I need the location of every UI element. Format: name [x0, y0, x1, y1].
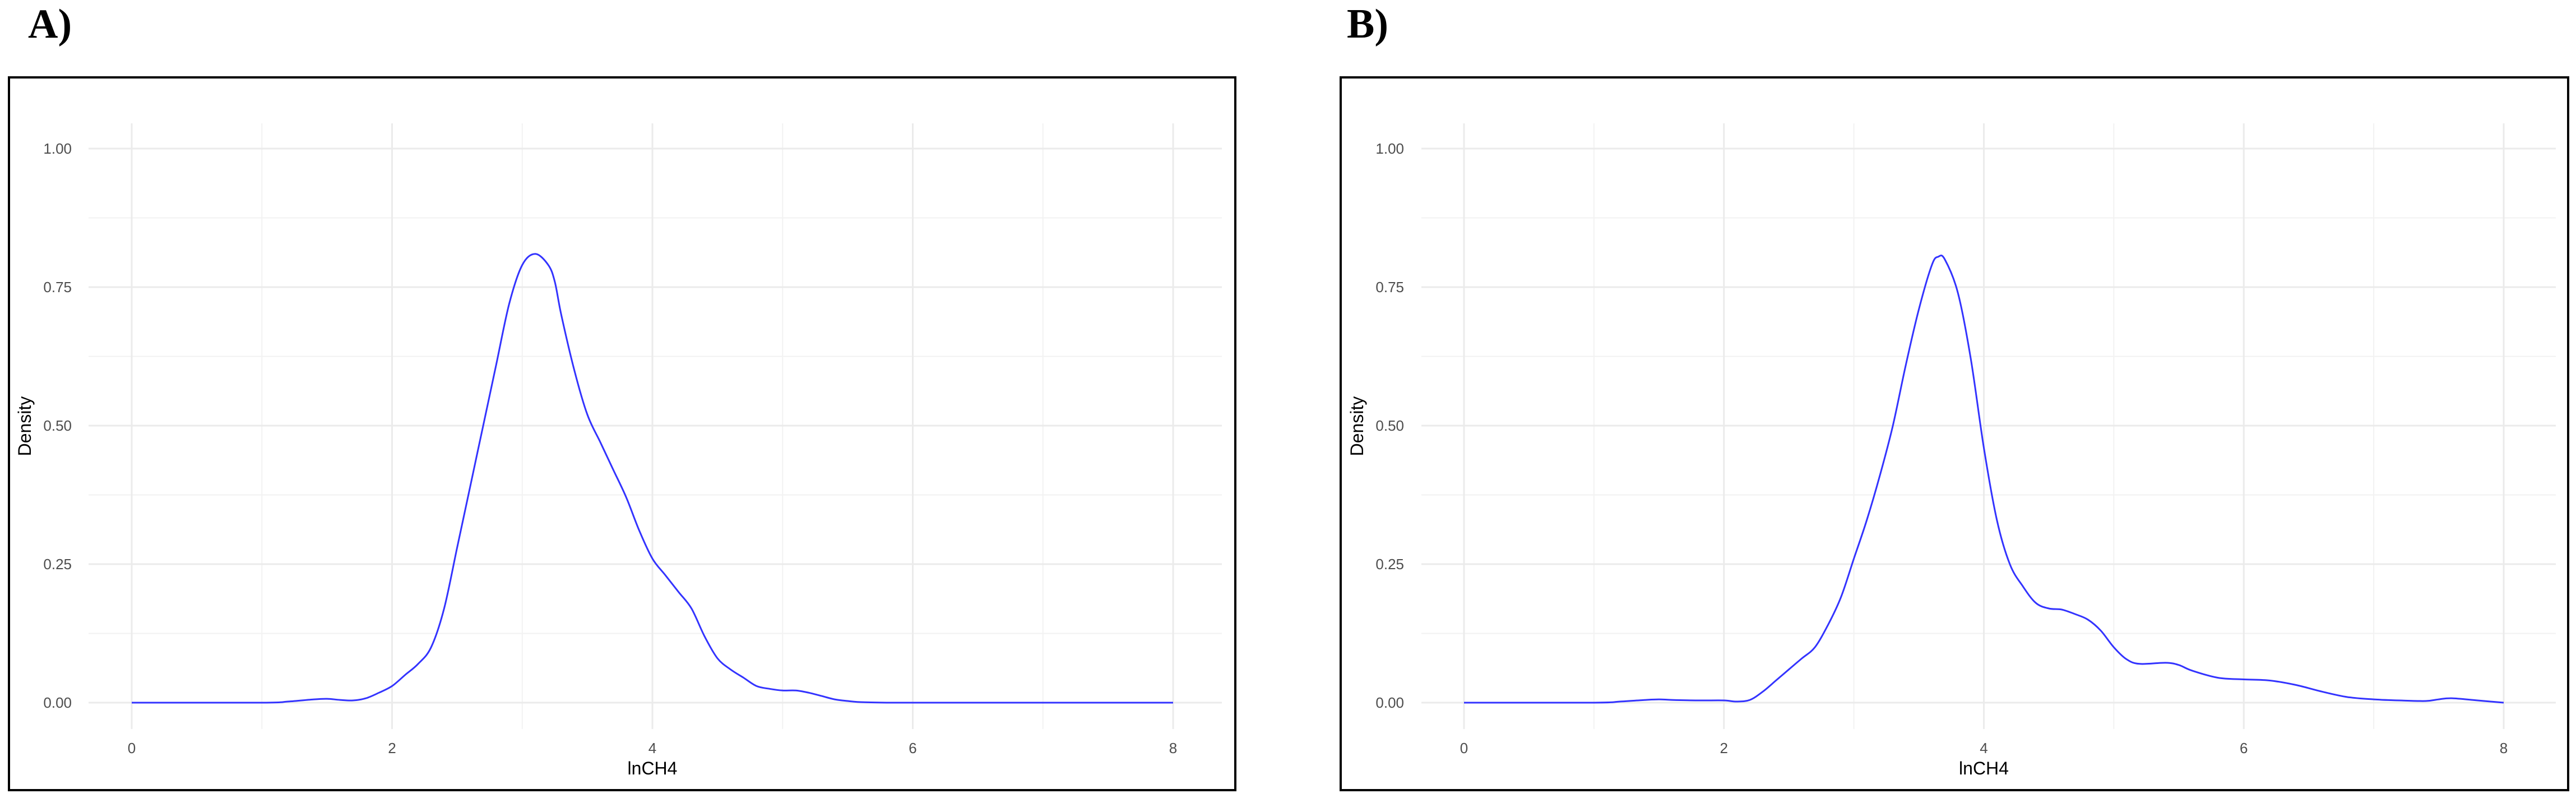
y-tick-label: 0.75	[1375, 279, 1404, 296]
y-tick-label: 0.25	[43, 556, 72, 573]
y-tick-label: 0.25	[1375, 556, 1404, 573]
x-tick-label: 4	[648, 740, 656, 757]
x-tick-label: 2	[1720, 740, 1728, 757]
y-axis-title: Density	[1347, 396, 1367, 456]
panel-label-a: A)	[28, 1, 72, 47]
x-tick-label: 2	[388, 740, 396, 757]
y-tick-label: 1.00	[43, 140, 72, 157]
chart-panel-a	[8, 76, 1236, 791]
y-tick-label: 0.75	[43, 279, 72, 296]
x-axis-title: lnCH4	[628, 758, 678, 778]
x-tick-label: 6	[2240, 740, 2248, 757]
x-tick-label: 4	[1980, 740, 1987, 757]
x-axis-title: lnCH4	[1959, 758, 2009, 778]
y-tick-label: 0.00	[43, 694, 72, 711]
y-tick-label: 0.00	[1375, 694, 1404, 711]
x-tick-label: 8	[1169, 740, 1177, 757]
panel-label-b: B)	[1347, 1, 1388, 47]
density-line	[131, 253, 1173, 704]
y-tick-label: 1.00	[1375, 140, 1404, 157]
chart-b: 0 2 4 6 8 0.00 0.25 0.50 0.75 1.00 lnCH4 Density	[1347, 123, 2556, 778]
y-tick-label: 0.50	[43, 417, 72, 434]
x-tick-label: 8	[2500, 740, 2508, 757]
x-tick-label: 6	[909, 740, 916, 757]
y-axis-title: Density	[15, 396, 35, 456]
y-tick-label: 0.50	[1375, 417, 1404, 434]
x-tick-label: 0	[128, 740, 136, 757]
chart-a: 0 2 4 6 8 0.00 0.25 0.50 0.75 1.00 lnCH4 Density	[15, 123, 1222, 778]
chart-panel-b	[1340, 76, 2569, 791]
density-line	[1463, 255, 2504, 704]
x-tick-label: 0	[1460, 740, 1468, 757]
